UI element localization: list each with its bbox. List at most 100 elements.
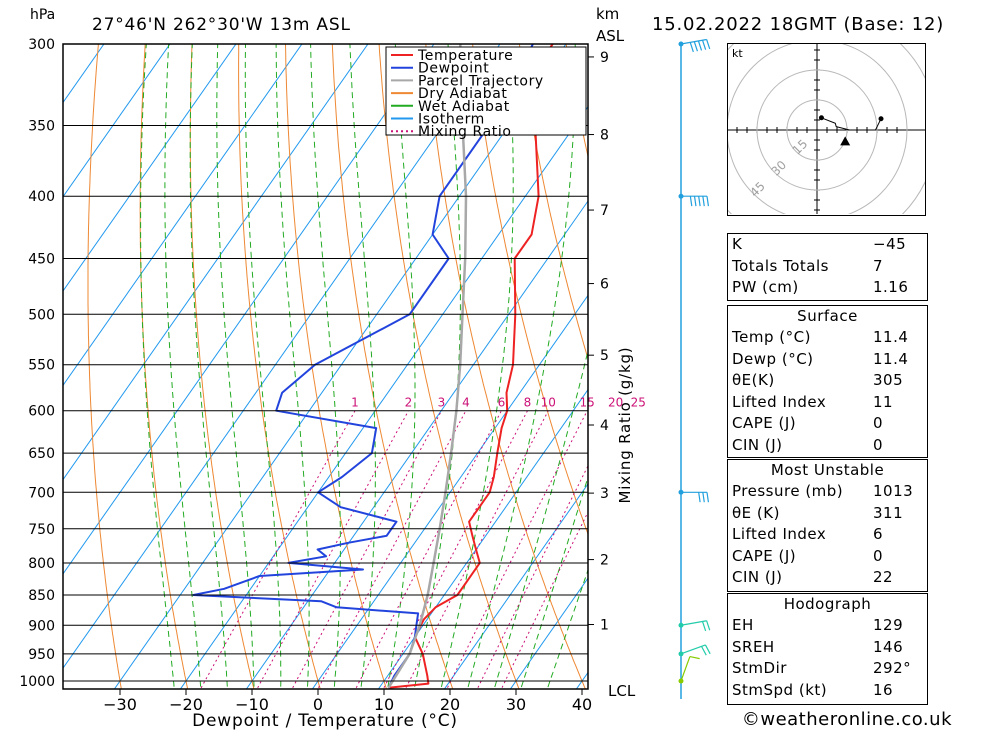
surface-row: Temp (°C) 11.4 [728, 327, 927, 349]
most-unstable-row: θE (K) 311 [728, 503, 927, 525]
surface-box: Surface Temp (°C) 11.4 Dewp (°C) 11.4 θE(K) 3… [727, 305, 928, 458]
site-credit: ©weatheronline.co.uk [741, 709, 952, 730]
mixing-ratio-label: 1 [351, 396, 359, 410]
surface-value: 0 [873, 414, 884, 432]
most-unstable-value: 1013 [873, 482, 914, 500]
legend-entry: Mixing Ratio [418, 124, 512, 140]
hodograph-stat-row: StmDir 292° [728, 658, 927, 680]
index-value: −45 [873, 235, 907, 253]
wet-adiabat-line [244, 44, 282, 689]
legend-entry: Dewpoint [418, 61, 489, 77]
km-tick-label: 3 [600, 486, 609, 502]
legend-entry: Parcel Trajectory [418, 73, 544, 89]
x-tick-label: −30 [103, 695, 137, 714]
isotherm-line [509, 577, 588, 689]
hodograph-stat-row: StmSpd (kt) 16 [728, 680, 927, 702]
hodograph-table: EH 129 SREH 146 StmDir 292° StmSpd (kt) 16 [728, 615, 927, 701]
isotherm-line [63, 44, 369, 481]
x-axis-label: Dewpoint / Temperature (°C) [192, 711, 458, 731]
isotherm-line [63, 44, 435, 575]
x-tick-label: 20 [440, 695, 460, 714]
surface-value: 305 [873, 371, 904, 389]
pressure-tick-label: 850 [28, 588, 55, 604]
km-tick-label: 4 [600, 418, 609, 434]
mixing-ratio-label: 10 [541, 396, 556, 410]
dry-adiabat-line [378, 44, 520, 689]
hodograph-table-box: Hodograph EH 129 SREH 146 StmDir 292° StmSpd (… [727, 593, 928, 705]
pressure-tick-label: 400 [28, 189, 55, 205]
wind-barb [680, 38, 711, 53]
x-tick-label: −20 [169, 695, 203, 714]
mixing-ratio-line [291, 410, 442, 689]
wet-adiabat-line [349, 44, 376, 689]
surface-label: CIN (J) [732, 435, 783, 454]
mixing-ratio-label: 8 [524, 396, 532, 410]
pressure-tick-label: 950 [28, 647, 55, 663]
indices-table: K −45 Totals Totals 7 PW (cm) 1.16 [728, 234, 927, 299]
indices-box: K −45 Totals Totals 7 PW (cm) 1.16 [727, 233, 928, 301]
asl-label: ASL [596, 27, 625, 45]
hodograph-trace [821, 117, 882, 131]
isotherm-line [63, 44, 171, 198]
surface-title: Surface [797, 307, 858, 325]
parcel-trajectory-curve [387, 44, 468, 689]
pressure-tick-label: 750 [28, 522, 55, 538]
dry-adiabat-line [238, 44, 321, 689]
isotherm-line [311, 294, 588, 689]
isotherm-line [245, 200, 588, 689]
most-unstable-box: Most Unstable Pressure (mb) 1013 θE (K) 311… [727, 459, 928, 592]
storm-motion-marker [840, 136, 851, 146]
wind-barb [680, 655, 700, 682]
index-row: K −45 [728, 234, 927, 256]
most-unstable-value: 311 [873, 503, 904, 522]
x-tick-label: 30 [506, 695, 526, 714]
most-unstable-label: θE (K) [732, 503, 780, 522]
surface-row: Lifted Index 11 [728, 392, 927, 414]
hodograph-stat-label: SREH [732, 637, 775, 656]
mixing-ratio-label: 25 [631, 396, 646, 410]
most-unstable-label: CAPE (J) [732, 546, 797, 565]
most-unstable-value: 22 [873, 568, 894, 586]
isotherm-line [63, 44, 303, 387]
dry-adiabat-line [518, 44, 588, 361]
surface-value: 0 [873, 435, 884, 454]
mixing-ratio-axis-label: Mixing Ratio (g/kg) [616, 347, 634, 504]
hodograph-stat-row: SREH 146 [728, 637, 927, 659]
index-value: 1.16 [873, 278, 909, 296]
most-unstable-row: Pressure (mb) 1013 [728, 481, 927, 503]
legend-entry: Isotherm [418, 112, 485, 128]
hodograph-table-title: Hodograph [783, 595, 872, 613]
mixing-ratio-line [317, 410, 467, 689]
mixing-ratio-label: 3 [438, 396, 446, 410]
dewpoint-curve [192, 44, 534, 689]
pressure-tick-label: 1000 [19, 674, 55, 690]
surface-label: Temp (°C) [732, 328, 811, 346]
km-tick-label: 1 [600, 618, 609, 634]
datetime-title: 15.02.2022 18GMT (Base: 12) [652, 14, 944, 35]
legend-entry: Wet Adiabat [418, 99, 510, 115]
surface-label: CAPE (J) [732, 414, 797, 432]
hodograph-ring [756, 69, 878, 191]
km-tick-label: 6 [600, 277, 609, 293]
wet-adiabat-line [546, 568, 588, 689]
most-unstable-row: CAPE (J) 0 [728, 546, 927, 568]
km-tick-label: 8 [600, 128, 609, 144]
wind-barb [680, 644, 711, 656]
wet-adiabat-line [216, 44, 255, 689]
dry-adiabat-line [973, 8, 1000, 697]
pressure-tick-label: 700 [28, 485, 55, 501]
surface-table: Temp (°C) 11.4 Dewp (°C) 11.4 θE(K) 305 Lifted… [728, 327, 927, 456]
legend-box [385, 46, 587, 136]
wet-adiabat-line [413, 44, 461, 689]
most-unstable-label: Lifted Index [732, 525, 827, 543]
most-unstable-row: Lifted Index 6 [728, 524, 927, 546]
km-label: km [596, 5, 619, 23]
wet-adiabat-line [440, 44, 514, 689]
wet-adiabat-line [387, 44, 416, 689]
wind-barb [681, 491, 710, 503]
dry-adiabat-line [927, 8, 1000, 697]
wet-adiabat-line [493, 348, 588, 689]
mixing-ratio-line [354, 410, 502, 689]
most-unstable-table: Pressure (mb) 1013 θE (K) 311 Lifted Index 6 C… [728, 481, 927, 589]
surface-label: Dewp (°C) [732, 349, 814, 368]
